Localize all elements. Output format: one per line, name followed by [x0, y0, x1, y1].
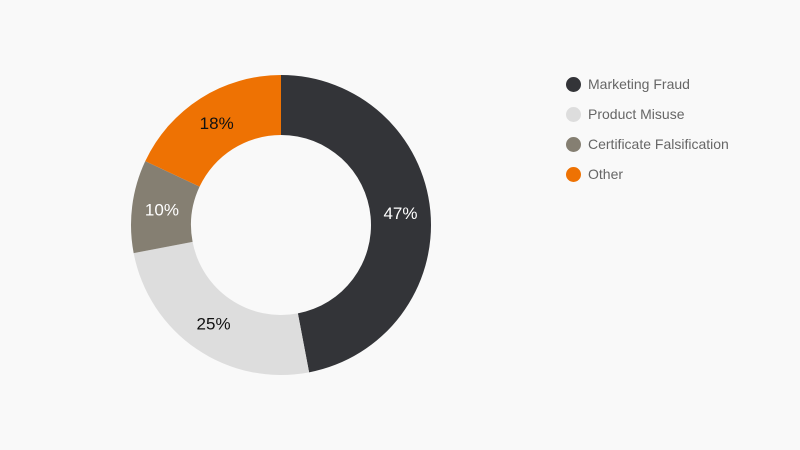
slice-product-misuse[interactable] [133, 241, 310, 375]
legend-label: Certificate Falsification [588, 136, 729, 152]
slices-group [131, 75, 431, 375]
slice-label-other: 18% [200, 114, 234, 133]
legend-swatch [566, 106, 581, 122]
legend: Marketing Fraud Product Misuse Certificate… [566, 74, 729, 194]
legend-item-other[interactable]: Other [566, 164, 729, 184]
slice-label-product-misuse: 25% [197, 315, 231, 334]
legend-swatch [566, 76, 581, 92]
slice-certificate-falsification[interactable] [131, 161, 200, 254]
legend-label: Marketing Fraud [588, 76, 690, 92]
slice-label-marketing-fraud: 47% [383, 204, 417, 223]
slice-marketing-fraud[interactable] [281, 75, 431, 373]
slice-labels-group: 47% 25% 10% 18% [145, 114, 418, 334]
legend-item-marketing-fraud[interactable]: Marketing Fraud [566, 74, 729, 94]
legend-item-product-misuse[interactable]: Product Misuse [566, 104, 729, 124]
legend-label: Other [588, 166, 624, 182]
legend-item-certificate-falsification[interactable]: Certificate Falsification [566, 134, 729, 154]
slice-other[interactable] [145, 75, 281, 187]
slice-label-certificate-falsification: 10% [145, 200, 179, 219]
legend-swatch [566, 136, 581, 152]
legend-label: Product Misuse [588, 106, 685, 122]
legend-swatch [566, 166, 581, 182]
